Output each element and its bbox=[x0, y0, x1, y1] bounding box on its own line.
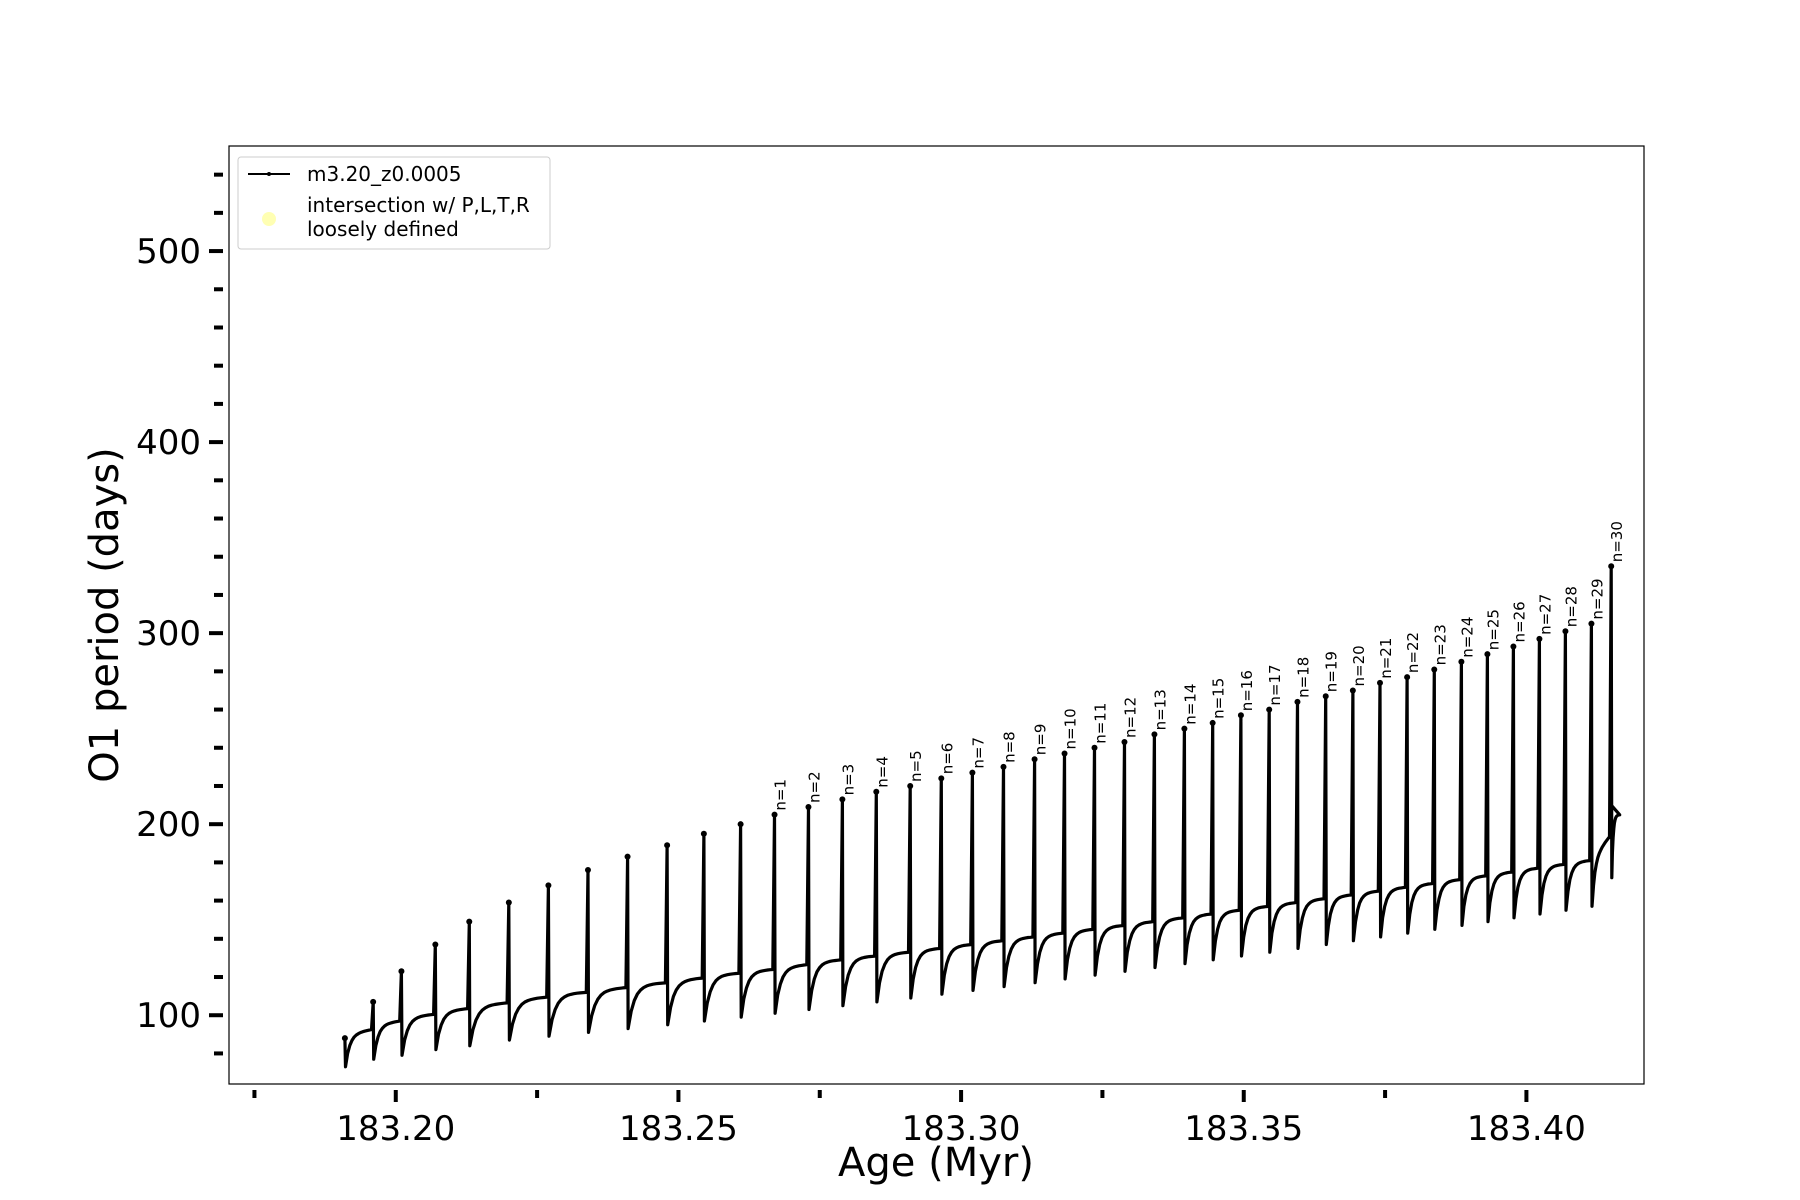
series-line-m3.20_z0.0005 bbox=[343, 564, 1622, 1069]
peak-label-n10: n=10 bbox=[1062, 708, 1080, 749]
peak-label-n14: n=14 bbox=[1181, 684, 1199, 725]
peak-label-n27: n=27 bbox=[1536, 594, 1554, 635]
peak-point bbox=[700, 830, 707, 837]
legend-box bbox=[237, 156, 551, 250]
peak-label-n26: n=26 bbox=[1510, 601, 1528, 642]
peak-point bbox=[1404, 674, 1411, 681]
peak-label-n28: n=28 bbox=[1562, 586, 1580, 627]
peak-point bbox=[1349, 687, 1356, 694]
peak-label-n4: n=4 bbox=[873, 756, 891, 788]
peak-point bbox=[1181, 725, 1188, 732]
peak-point bbox=[771, 811, 778, 818]
x-tick-label: 183.25 bbox=[619, 1109, 738, 1149]
peak-label-n8: n=8 bbox=[1001, 731, 1019, 763]
peak-label-n15: n=15 bbox=[1210, 678, 1228, 719]
peak-point bbox=[1266, 706, 1273, 713]
peak-label-n13: n=13 bbox=[1151, 689, 1169, 730]
peak-point bbox=[624, 853, 631, 860]
peak-label-n18: n=18 bbox=[1295, 657, 1313, 698]
peak-point bbox=[341, 1035, 348, 1042]
peak-point bbox=[1458, 658, 1465, 665]
peak-point bbox=[1209, 719, 1216, 726]
peak-point bbox=[1536, 635, 1543, 642]
legend: m3.20_z0.0005 intersection w/ P,L,T,R lo… bbox=[237, 156, 551, 250]
peak-label-n21: n=21 bbox=[1377, 638, 1395, 679]
peak-label-n11: n=11 bbox=[1092, 703, 1110, 744]
peak-point bbox=[432, 941, 439, 948]
peak-point bbox=[1510, 643, 1517, 650]
peak-label-n19: n=19 bbox=[1323, 651, 1341, 692]
x-tick-label: 183.20 bbox=[336, 1109, 455, 1149]
peak-point bbox=[873, 788, 880, 795]
peak-label-n1: n=1 bbox=[772, 779, 790, 811]
peak-point bbox=[1091, 744, 1098, 751]
peak-point bbox=[907, 782, 914, 789]
y-axis: 100 200 300 400 500 bbox=[136, 172, 223, 1056]
peak-label-n17: n=17 bbox=[1266, 664, 1284, 705]
peak-point bbox=[938, 775, 945, 782]
legend-entry-intersection-line2: loosely defined bbox=[307, 217, 459, 241]
x-axis-label: Age (Myr) bbox=[838, 1140, 1034, 1186]
peak-point bbox=[1484, 651, 1491, 658]
legend-entry-intersection-line1: intersection w/ P,L,T,R bbox=[307, 193, 530, 217]
peak-point bbox=[1608, 563, 1615, 570]
peak-label-n20: n=20 bbox=[1350, 645, 1368, 686]
peak-point bbox=[1121, 739, 1128, 746]
peak-label-n9: n=9 bbox=[1032, 724, 1050, 756]
peak-label-n24: n=24 bbox=[1458, 617, 1476, 658]
legend-line-dot bbox=[267, 172, 271, 176]
y-tick-label: 100 bbox=[136, 996, 201, 1036]
y-tick-label: 400 bbox=[136, 423, 201, 463]
peak-point bbox=[839, 796, 846, 803]
peak-point bbox=[1588, 620, 1595, 627]
peak-point bbox=[505, 899, 512, 906]
x-tick-label: 183.40 bbox=[1467, 1109, 1586, 1149]
y-tick-label: 200 bbox=[136, 805, 201, 845]
peak-point bbox=[584, 867, 591, 874]
peak-point bbox=[969, 769, 976, 776]
legend-entry-series: m3.20_z0.0005 bbox=[307, 162, 462, 186]
peak-point bbox=[1294, 698, 1301, 705]
y-axis-label: O1 period (days) bbox=[82, 447, 128, 782]
series-layer bbox=[341, 563, 1622, 1069]
peak-point bbox=[1061, 750, 1068, 757]
legend-circle-marker bbox=[262, 212, 276, 226]
peak-point bbox=[1562, 628, 1569, 635]
x-tick-label: 183.35 bbox=[1184, 1109, 1303, 1149]
peak-label-n2: n=2 bbox=[806, 771, 824, 803]
peak-label-n23: n=23 bbox=[1431, 624, 1449, 665]
peak-label-n22: n=22 bbox=[1404, 632, 1422, 673]
peak-label-n12: n=12 bbox=[1122, 697, 1140, 738]
peak-label-n25: n=25 bbox=[1484, 609, 1502, 650]
peak-point bbox=[1031, 756, 1038, 763]
peak-label-n29: n=29 bbox=[1588, 578, 1606, 619]
peak-point bbox=[1322, 693, 1329, 700]
peak-point bbox=[398, 968, 405, 975]
peak-point bbox=[805, 803, 812, 810]
peak-point bbox=[545, 882, 552, 889]
peak-label-n5: n=5 bbox=[907, 750, 925, 782]
y-tick-label: 500 bbox=[136, 232, 201, 272]
peak-label-n16: n=16 bbox=[1238, 670, 1256, 711]
peak-point bbox=[1000, 763, 1007, 770]
peak-label-layer: n=1 n=2 n=3 n=4 n=5 n=6 n=7 n=8 n=9 n=10 n=11 n=12 n… bbox=[772, 521, 1627, 810]
x-axis: 183.20 183.25 183.30 183.35 183.40 bbox=[252, 1090, 1586, 1149]
peak-point bbox=[1151, 731, 1158, 738]
x-tick-label: 183.30 bbox=[902, 1109, 1021, 1149]
peak-point bbox=[737, 821, 744, 828]
plot-frame bbox=[228, 145, 1645, 1085]
peak-point bbox=[1376, 679, 1383, 686]
peak-label-n7: n=7 bbox=[969, 737, 987, 769]
peak-label-n6: n=6 bbox=[938, 743, 956, 775]
peak-point bbox=[370, 998, 377, 1005]
peak-point bbox=[1237, 712, 1244, 719]
y-tick-label: 300 bbox=[136, 614, 201, 654]
peak-label-n30: n=30 bbox=[1608, 521, 1626, 562]
peak-point bbox=[664, 842, 671, 849]
peak-point bbox=[466, 918, 473, 925]
peak-label-n3: n=3 bbox=[839, 764, 857, 796]
peak-point bbox=[1431, 666, 1438, 673]
